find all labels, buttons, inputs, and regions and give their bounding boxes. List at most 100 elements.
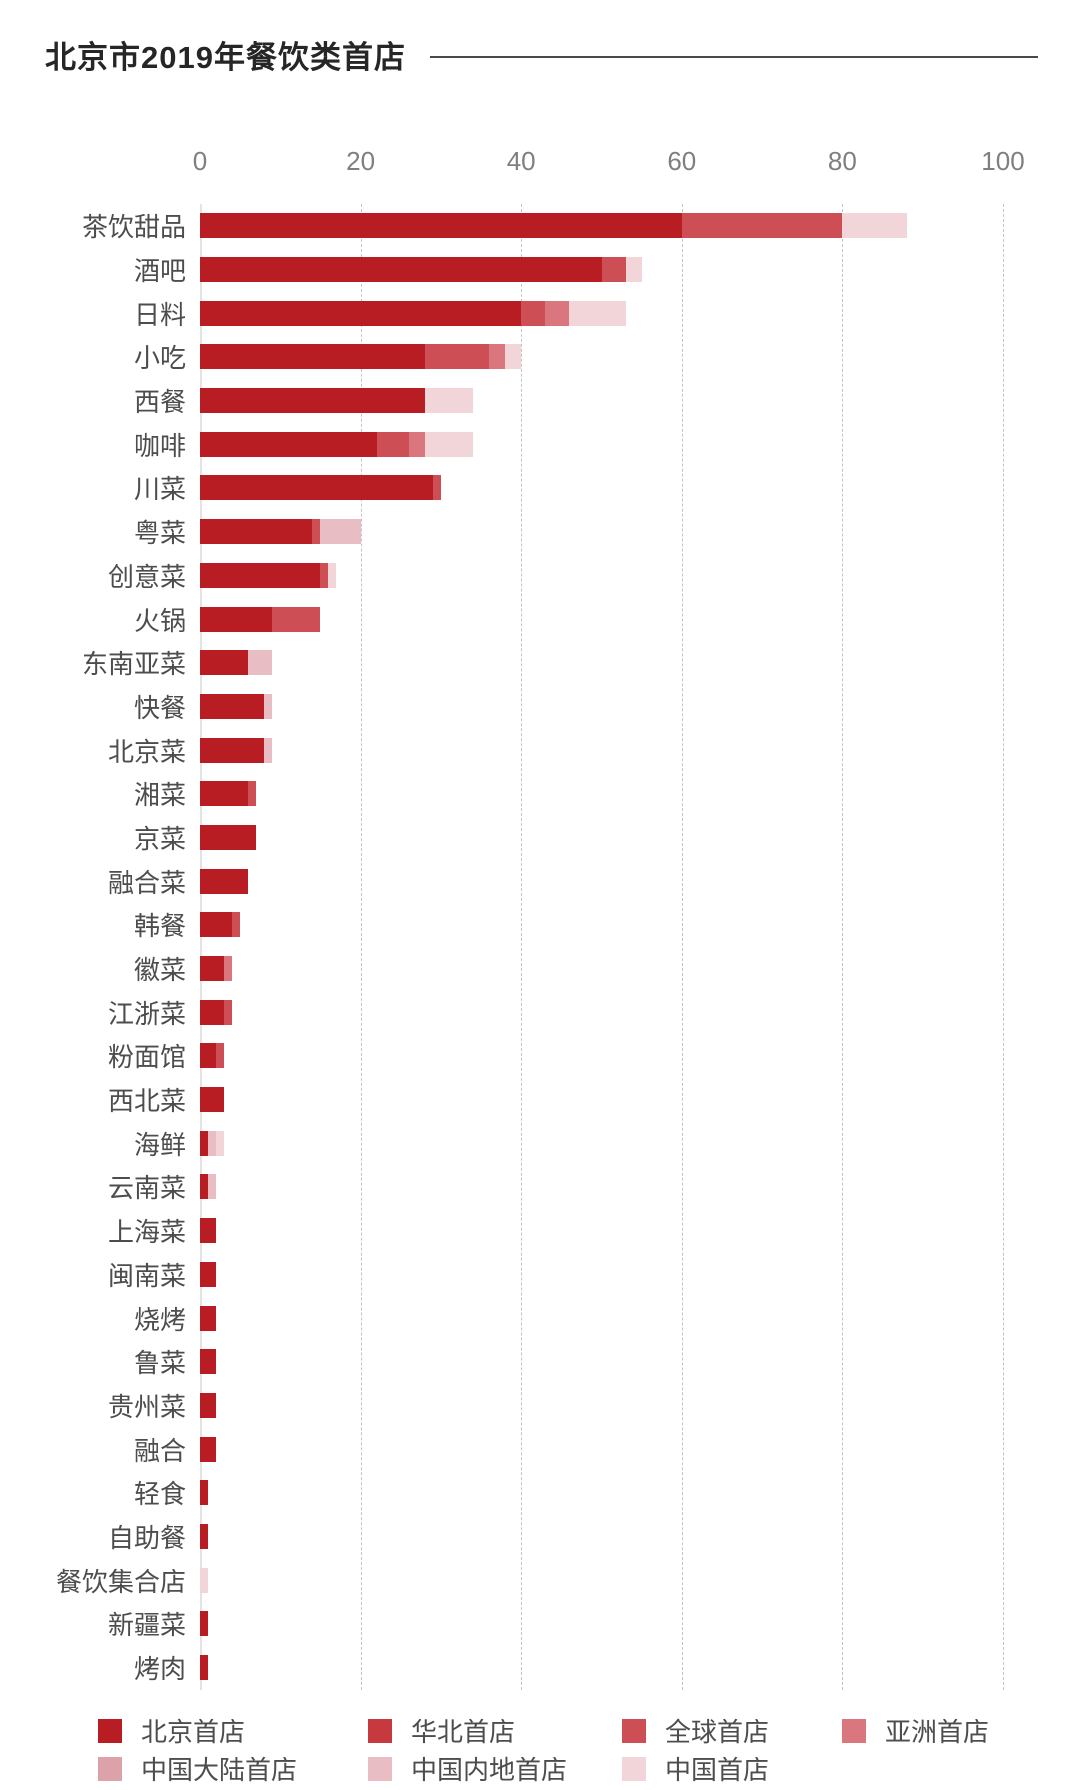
bar-segment xyxy=(208,1174,217,1200)
title-rule xyxy=(429,55,1038,58)
chart-row: 江浙菜 xyxy=(0,990,1080,1034)
bar-track xyxy=(200,1043,1003,1069)
category-label: 东南亚菜 xyxy=(81,649,186,680)
chart-row: 徽菜 xyxy=(0,947,1080,991)
category-label: 日料 xyxy=(133,299,186,330)
category-label: 徽菜 xyxy=(133,955,186,986)
bar-track xyxy=(200,388,1003,414)
bar-segment xyxy=(216,1130,225,1156)
bar-track xyxy=(200,1436,1003,1462)
category-label: 轻食 xyxy=(133,1479,186,1510)
bar-segment xyxy=(328,562,337,588)
chart-row: 烤肉 xyxy=(0,1646,1080,1690)
chart-row: 快餐 xyxy=(0,685,1080,729)
plot-wrap: 茶饮甜品 酒吧 日料 小吃 西餐 咖啡 川菜 粤菜 创意菜 火锅 东南亚菜 快餐 北京菜 湘菜 京菜 融合菜韩… xyxy=(0,204,1080,1690)
bar-track xyxy=(200,824,1003,850)
category-label: 西餐 xyxy=(133,387,186,418)
category-label: 融合 xyxy=(133,1435,186,1466)
bar-segment xyxy=(200,519,313,545)
bar-track xyxy=(200,912,1003,938)
category-label: 烧烤 xyxy=(133,1304,186,1335)
bar-track xyxy=(200,650,1003,676)
bar-track xyxy=(200,781,1003,807)
legend-item: 中国内地首店 xyxy=(368,1750,567,1787)
chart-row: 闽南菜 xyxy=(0,1253,1080,1297)
axis-tick-label: 60 xyxy=(667,146,697,176)
category-label: 贵州菜 xyxy=(107,1391,186,1422)
chart-row: 上海菜 xyxy=(0,1209,1080,1253)
bar-segment xyxy=(200,562,321,588)
bar-segment xyxy=(208,1130,217,1156)
axis-tick-label: 40 xyxy=(506,146,536,176)
legend-item: 中国大陆首店 xyxy=(98,1750,297,1787)
chart-row: 韩餐 xyxy=(0,903,1080,947)
bar-segment xyxy=(200,650,249,676)
chart-row: 西餐 xyxy=(0,379,1080,423)
bar-track xyxy=(200,1305,1003,1331)
chart-row: 东南亚菜 xyxy=(0,641,1080,685)
bar-segment xyxy=(200,1480,209,1506)
bar-track xyxy=(200,737,1003,763)
chart-row: 火锅 xyxy=(0,597,1080,641)
category-label: 云南菜 xyxy=(107,1173,186,1204)
category-label: 创意菜 xyxy=(107,561,186,592)
bar-track xyxy=(200,1087,1003,1113)
bar-segment xyxy=(200,693,265,719)
bar-segment xyxy=(200,781,249,807)
chart-row: 粤菜 xyxy=(0,510,1080,554)
bar-track xyxy=(200,431,1003,457)
bar-segment xyxy=(200,1130,209,1156)
bar-track xyxy=(200,868,1003,894)
chart-row: 西北菜 xyxy=(0,1078,1080,1122)
legend-label: 亚洲首店 xyxy=(885,1717,990,1747)
category-label: 鲁菜 xyxy=(133,1348,186,1379)
legend-item: 全球首店 xyxy=(622,1712,769,1749)
grid-line xyxy=(681,204,683,1690)
bar-track xyxy=(200,1480,1003,1506)
bar-segment xyxy=(545,300,570,326)
bar-track xyxy=(200,1611,1003,1637)
grid-line xyxy=(360,204,362,1690)
bar-track xyxy=(200,1218,1003,1244)
legend-swatch-icon xyxy=(622,1718,646,1743)
bar-segment xyxy=(200,344,425,370)
axis-tick-label: 0 xyxy=(192,146,208,176)
bar-segment xyxy=(200,1218,217,1244)
category-label: 川菜 xyxy=(133,474,186,505)
bar-segment xyxy=(408,431,425,457)
legend-label: 中国首店 xyxy=(665,1755,770,1785)
bar-track xyxy=(200,213,1003,239)
bar-segment xyxy=(681,213,843,239)
category-label: 酒吧 xyxy=(133,256,186,287)
bar-segment xyxy=(625,257,642,283)
bar-track xyxy=(200,1567,1003,1593)
bar-segment xyxy=(489,344,506,370)
bar-segment xyxy=(200,475,433,501)
bar-segment xyxy=(224,956,233,982)
bar-segment xyxy=(424,431,473,457)
legend-label: 中国大陆首店 xyxy=(141,1755,298,1785)
bar-segment xyxy=(200,956,225,982)
category-label: 快餐 xyxy=(133,692,186,723)
axis-tick-label: 20 xyxy=(346,146,376,176)
category-label: 咖啡 xyxy=(133,430,186,461)
bar-segment xyxy=(200,300,522,326)
category-label: 江浙菜 xyxy=(107,998,186,1029)
legend-swatch-icon xyxy=(368,1756,392,1781)
bar-track xyxy=(200,257,1003,283)
category-label: 茶饮甜品 xyxy=(81,212,186,243)
bar-segment xyxy=(200,1087,225,1113)
category-label: 新疆菜 xyxy=(107,1610,186,1641)
chart-row: 新疆菜 xyxy=(0,1602,1080,1646)
bar-segment xyxy=(320,562,329,588)
category-label: 火锅 xyxy=(133,605,186,636)
category-label: 粤菜 xyxy=(133,518,186,549)
category-label: 闽南菜 xyxy=(107,1260,186,1291)
chart-row: 海鲜 xyxy=(0,1121,1080,1165)
category-label: 上海菜 xyxy=(107,1217,186,1248)
bar-segment xyxy=(200,1349,217,1375)
bar-track xyxy=(200,344,1003,370)
legend-swatch-icon xyxy=(842,1718,866,1743)
bar-segment xyxy=(200,606,273,632)
bar-segment xyxy=(200,1392,217,1418)
